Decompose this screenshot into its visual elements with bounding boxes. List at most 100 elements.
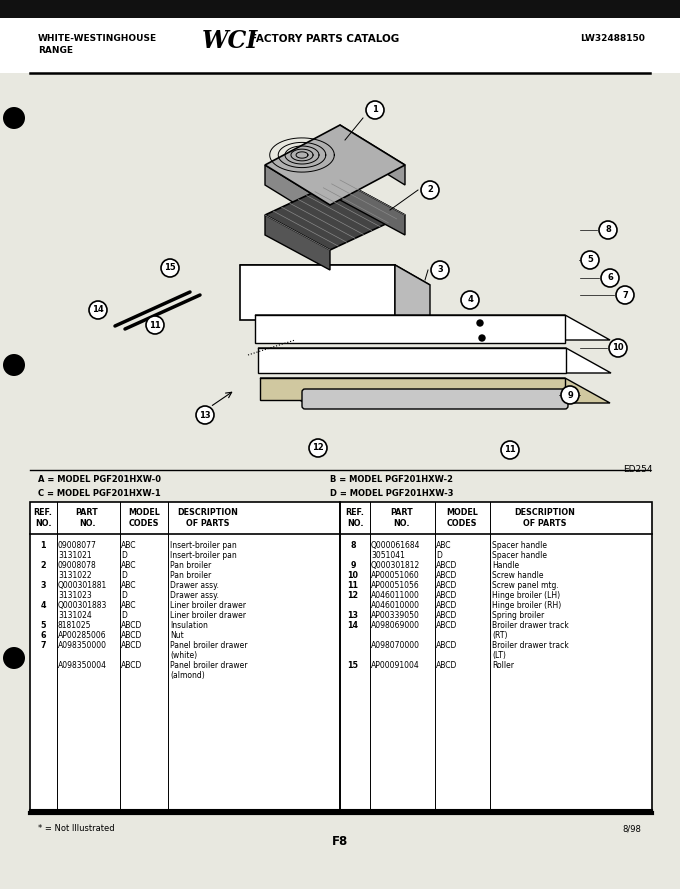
Circle shape: [3, 107, 25, 129]
Text: 4: 4: [467, 295, 473, 305]
Bar: [0, 18, 680, 73]
Text: A098069000: A098069000: [371, 621, 420, 630]
Text: * = Not Illustrated: * = Not Illustrated: [38, 824, 115, 833]
Polygon shape: [260, 378, 610, 403]
Bar: [30, 502, 340, 810]
Bar: [255, 315, 565, 343]
Text: 13: 13: [199, 411, 211, 420]
Text: 7: 7: [622, 291, 628, 300]
Text: ABCD: ABCD: [121, 661, 142, 670]
Text: AP00051056: AP00051056: [371, 581, 420, 590]
Text: Screw panel mtg.: Screw panel mtg.: [492, 581, 559, 590]
Bar: [260, 378, 565, 400]
Text: 11: 11: [347, 581, 358, 590]
Polygon shape: [240, 265, 430, 285]
Text: 09008078: 09008078: [58, 561, 97, 570]
Polygon shape: [255, 315, 610, 340]
Text: ABCD: ABCD: [436, 571, 458, 580]
Text: (white): (white): [170, 651, 197, 660]
Text: Hinge broiler (RH): Hinge broiler (RH): [492, 601, 561, 610]
Text: DESCRIPTION
OF PARTS: DESCRIPTION OF PARTS: [515, 508, 575, 528]
Text: Drawer assy.: Drawer assy.: [170, 591, 219, 600]
Text: ABCD: ABCD: [436, 611, 458, 620]
Text: 15: 15: [347, 661, 358, 670]
Text: Pan broiler: Pan broiler: [170, 561, 211, 570]
Circle shape: [561, 386, 579, 404]
Circle shape: [609, 339, 627, 357]
Text: ABCD: ABCD: [436, 661, 458, 670]
Text: Panel broiler drawer: Panel broiler drawer: [170, 641, 248, 650]
Text: A046011000: A046011000: [371, 591, 420, 600]
Text: AP00051060: AP00051060: [371, 571, 420, 580]
Text: 10: 10: [347, 571, 358, 580]
Text: Spring broiler: Spring broiler: [492, 611, 544, 620]
Text: 12: 12: [312, 444, 324, 453]
Bar: [340, 502, 652, 810]
Text: 2: 2: [40, 561, 46, 570]
Text: ABCD: ABCD: [121, 621, 142, 630]
Text: 6: 6: [40, 631, 46, 640]
Circle shape: [599, 221, 617, 239]
Text: ABCD: ABCD: [436, 601, 458, 610]
Text: 7: 7: [40, 641, 46, 650]
Circle shape: [161, 259, 179, 277]
Polygon shape: [395, 265, 430, 340]
Text: 3131023: 3131023: [58, 591, 92, 600]
Text: ABCD: ABCD: [436, 591, 458, 600]
Text: 09008077: 09008077: [58, 541, 97, 550]
Circle shape: [309, 439, 327, 457]
Circle shape: [479, 335, 485, 341]
Text: Q000301883: Q000301883: [58, 601, 107, 610]
Text: Q000301812: Q000301812: [371, 561, 420, 570]
Text: ABCD: ABCD: [436, 581, 458, 590]
Text: F8: F8: [332, 835, 348, 848]
Text: Insulation: Insulation: [170, 621, 208, 630]
Text: MODEL
CODES: MODEL CODES: [128, 508, 160, 528]
Text: FACTORY PARTS CATALOG: FACTORY PARTS CATALOG: [250, 34, 399, 44]
Text: 12: 12: [347, 591, 358, 600]
Circle shape: [3, 647, 25, 669]
Circle shape: [431, 261, 449, 279]
Polygon shape: [340, 125, 405, 185]
Text: 6: 6: [607, 274, 613, 283]
Text: 1: 1: [372, 106, 378, 115]
Text: AP00339050: AP00339050: [371, 611, 420, 620]
Polygon shape: [265, 180, 405, 250]
Text: 15: 15: [164, 263, 176, 273]
Text: AP00091004: AP00091004: [371, 661, 420, 670]
Text: PART
NO.: PART NO.: [75, 508, 99, 528]
Text: DESCRIPTION
OF PARTS: DESCRIPTION OF PARTS: [177, 508, 239, 528]
Text: Broiler drawer track: Broiler drawer track: [492, 641, 568, 650]
Text: 5: 5: [587, 255, 593, 265]
Text: ABC: ABC: [121, 601, 137, 610]
Polygon shape: [265, 215, 330, 270]
Circle shape: [616, 286, 634, 304]
FancyBboxPatch shape: [302, 389, 568, 409]
Circle shape: [477, 320, 483, 326]
Text: Broiler drawer track: Broiler drawer track: [492, 621, 568, 630]
Text: 2: 2: [427, 186, 433, 195]
Text: B = MODEL PGF201HXW-2
D = MODEL PGF201HXW-3: B = MODEL PGF201HXW-2 D = MODEL PGF201HX…: [330, 475, 454, 498]
Text: A098070000: A098070000: [371, 641, 420, 650]
Circle shape: [501, 441, 519, 459]
Text: (LT): (LT): [492, 651, 506, 660]
Text: Liner broiler drawer: Liner broiler drawer: [170, 601, 246, 610]
Bar: [240, 265, 395, 320]
Circle shape: [196, 406, 214, 424]
Text: A046010000: A046010000: [371, 601, 420, 610]
Text: A098350000: A098350000: [58, 641, 107, 650]
Text: AP00285006: AP00285006: [58, 631, 107, 640]
Text: 8: 8: [350, 541, 356, 550]
Text: 8/98: 8/98: [622, 824, 641, 833]
Circle shape: [581, 251, 599, 269]
Text: LW32488150: LW32488150: [580, 34, 645, 43]
Text: Nut: Nut: [170, 631, 184, 640]
Text: 11: 11: [149, 321, 161, 330]
Text: WHITE-WESTINGHOUSE: WHITE-WESTINGHOUSE: [38, 34, 157, 43]
Text: D: D: [121, 551, 127, 560]
Polygon shape: [265, 125, 405, 205]
Text: Spacer handle: Spacer handle: [492, 551, 547, 560]
Text: 10: 10: [612, 343, 624, 353]
Text: (almond): (almond): [170, 671, 205, 680]
Text: 3051041: 3051041: [371, 551, 405, 560]
